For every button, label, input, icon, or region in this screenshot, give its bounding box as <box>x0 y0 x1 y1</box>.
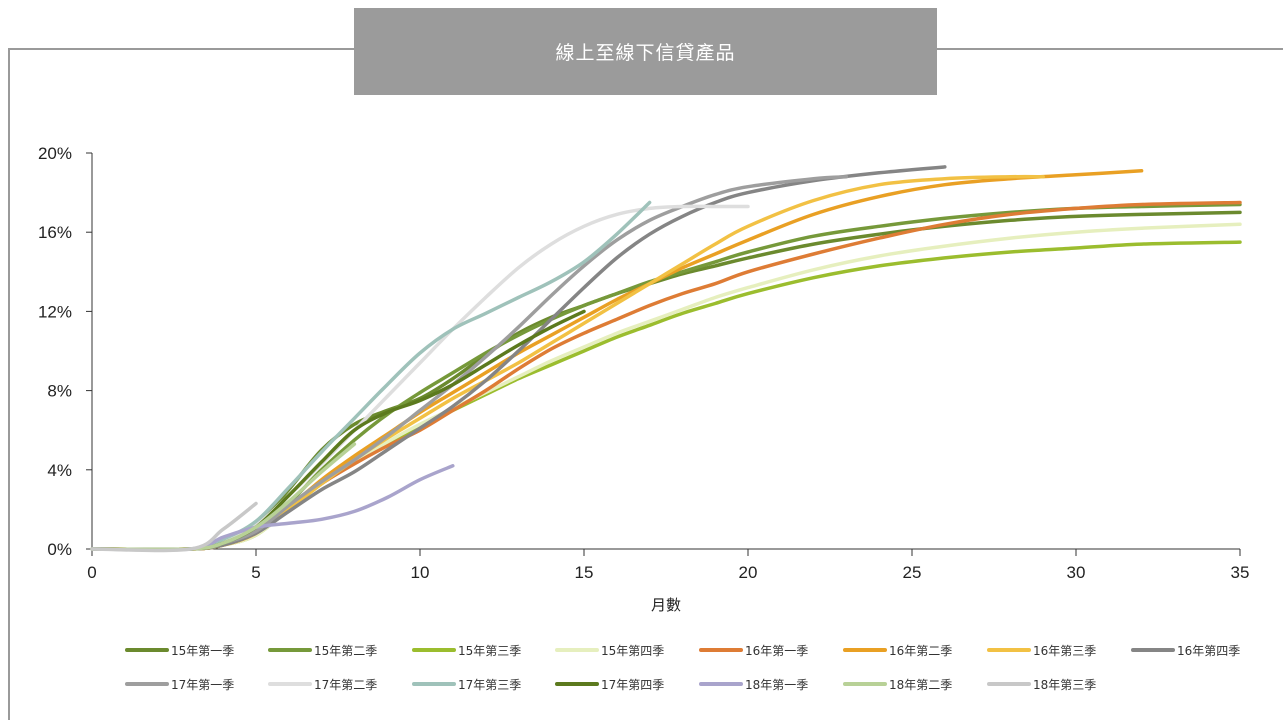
axes: 0% 4% 8% 12% 16% 20% 0 5 10 15 20 25 30 35 月數 <box>38 144 1249 614</box>
legend-label: 16年第一季 <box>745 643 809 658</box>
series-line-15 <box>90 501 258 553</box>
legend-swatch <box>555 682 599 686</box>
legend-label: 18年第三季 <box>1033 677 1097 692</box>
y-tick-label: 4% <box>47 461 72 480</box>
x-tick-label: 10 <box>411 563 430 582</box>
legend-label: 16年第四季 <box>1177 643 1241 658</box>
y-tick-label: 16% <box>38 223 72 242</box>
legend-item: 17年第三季 <box>412 674 521 694</box>
chart-title: 線上至線下信貸產品 <box>354 8 937 95</box>
legend-item: 16年第三季 <box>987 640 1096 660</box>
legend-item: 18年第三季 <box>987 674 1096 694</box>
legend-item: 15年第一季 <box>125 640 234 660</box>
legend-swatch <box>843 682 887 686</box>
legend-swatch <box>1131 648 1175 652</box>
x-tick-label: 25 <box>903 563 922 582</box>
legend-item: 17年第二季 <box>268 674 377 694</box>
x-tick-label: 15 <box>575 563 594 582</box>
legend-item: 15年第三季 <box>412 640 521 660</box>
y-tick-label: 12% <box>38 302 72 321</box>
x-tick-label: 20 <box>739 563 758 582</box>
series-line-1 <box>90 210 1242 552</box>
legend-swatch <box>412 648 456 652</box>
legend-item: 17年第一季 <box>125 674 234 694</box>
series-lines <box>90 165 1242 553</box>
x-tick-label: 30 <box>1067 563 1086 582</box>
legend-label: 15年第二季 <box>314 643 378 658</box>
legend-label: 17年第四季 <box>601 677 665 692</box>
legend-swatch <box>125 648 169 652</box>
series-line-9 <box>90 175 849 552</box>
legend-item: 17年第四季 <box>555 674 664 694</box>
legend-item: 15年第二季 <box>268 640 377 660</box>
series-line-6 <box>90 169 1144 552</box>
series-line-5 <box>90 200 1242 552</box>
y-tick-label: 20% <box>38 144 72 163</box>
legend-label: 17年第二季 <box>314 677 378 692</box>
legend-item: 16年第一季 <box>699 640 808 660</box>
legend-item: 16年第二季 <box>843 640 952 660</box>
x-axis-label: 月數 <box>651 596 681 614</box>
legend-swatch <box>699 648 743 652</box>
legend-swatch <box>699 682 743 686</box>
y-tick-label: 8% <box>47 382 72 401</box>
legend-swatch <box>987 648 1031 652</box>
legend-label: 18年第二季 <box>889 677 953 692</box>
legend-label: 16年第三季 <box>1033 643 1097 658</box>
legend-swatch <box>412 682 456 686</box>
legend-label: 15年第一季 <box>171 643 235 658</box>
legend-item: 18年第一季 <box>699 674 808 694</box>
legend-swatch <box>268 648 312 652</box>
series-line-10 <box>90 204 750 552</box>
series-line-3 <box>90 240 1242 552</box>
legend-label: 15年第四季 <box>601 643 665 658</box>
legend-label: 16年第二季 <box>889 643 953 658</box>
x-tick-label: 35 <box>1231 563 1250 582</box>
legend-item: 16年第四季 <box>1131 640 1240 660</box>
series-line-11 <box>90 200 652 552</box>
legend-swatch <box>125 682 169 686</box>
legend-swatch <box>987 682 1031 686</box>
legend-label: 15年第三季 <box>458 643 522 658</box>
legend-swatch <box>268 682 312 686</box>
y-tick-label: 0% <box>47 540 72 559</box>
legend-swatch <box>555 648 599 652</box>
legend-swatch <box>843 648 887 652</box>
legend-label: 18年第一季 <box>745 677 809 692</box>
x-tick-label: 5 <box>251 563 260 582</box>
series-line-8 <box>90 165 947 552</box>
series-line-2 <box>90 202 1242 552</box>
legend-label: 17年第三季 <box>458 677 522 692</box>
series-line-12 <box>90 309 586 552</box>
x-tick-label: 0 <box>87 563 96 582</box>
legend-item: 18年第二季 <box>843 674 952 694</box>
legend-label: 17年第一季 <box>171 677 235 692</box>
legend-item: 15年第四季 <box>555 640 664 660</box>
